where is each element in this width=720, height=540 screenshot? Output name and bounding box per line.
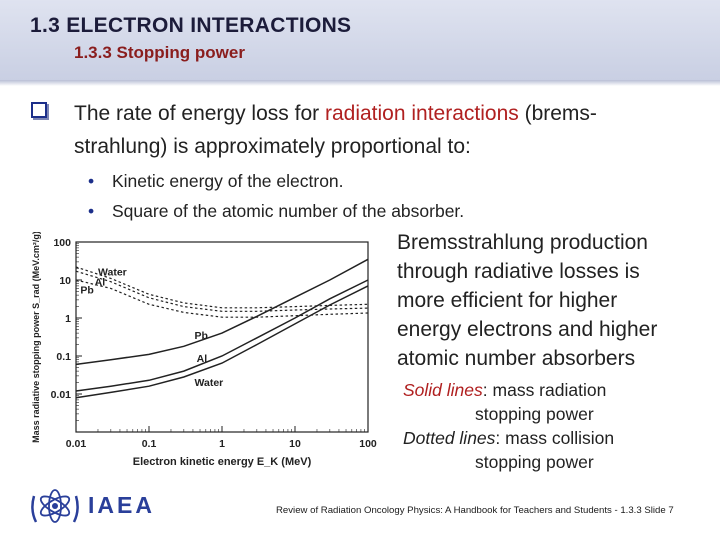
x-tick-label: 100 bbox=[359, 438, 377, 450]
curve-label-al-radiative: Al bbox=[197, 353, 208, 365]
slide-subtitle: 1.3.3 Stopping power bbox=[74, 43, 245, 62]
note-line: more efficient for higher bbox=[397, 289, 618, 312]
main-text-part1: The rate of energy loss for bbox=[74, 102, 325, 125]
y-tick-label: 100 bbox=[53, 237, 71, 249]
note-line: energy electrons and higher bbox=[397, 318, 658, 341]
series-line-al-dotted bbox=[75, 270, 369, 312]
series-line-pb-dotted bbox=[75, 279, 369, 318]
sub-bullet-text: Square of the atomic number of the absor… bbox=[112, 201, 465, 221]
y-tick-label: 1 bbox=[65, 313, 71, 325]
dotted-lines-desc2: stopping power bbox=[475, 452, 594, 472]
curve-label-al-collision: Al bbox=[95, 276, 106, 288]
note-line: through radiative losses is bbox=[397, 260, 640, 283]
bremsstrahlung-note: Bremsstrahlung production through radiat… bbox=[397, 228, 712, 373]
dotted-lines-desc: : mass collision bbox=[495, 428, 615, 448]
sub-bullet-item: • Kinetic energy of the electron. bbox=[88, 166, 464, 196]
y-axis-label: Mass radiative stopping power S_rad (MeV… bbox=[31, 232, 41, 443]
iaea-wordmark: IAEA bbox=[88, 492, 155, 518]
sub-bullet-list: • Kinetic energy of the electron. • Square… bbox=[88, 166, 464, 226]
curve-label-pb-collision: Pb bbox=[80, 285, 93, 297]
solid-lines-label: Solid lines bbox=[403, 380, 483, 400]
solid-lines-desc2: stopping power bbox=[475, 404, 594, 424]
x-tick-label: 0.1 bbox=[142, 438, 157, 450]
sub-bullet-text: Kinetic energy of the electron. bbox=[112, 171, 344, 191]
stopping-power-chart: 0.01 0.1 1 10 100 100 10 1 0.1 0.01 Electron kinet… bbox=[31, 232, 377, 468]
bullet-dot-icon: • bbox=[88, 171, 95, 191]
main-text-part2: (brems- bbox=[518, 102, 597, 125]
x-axis-label: Electron kinetic energy E_K (MeV) bbox=[133, 456, 312, 468]
main-bullet: The rate of energy loss for radiation in… bbox=[74, 97, 694, 163]
radiation-interactions-highlight: radiation interactions bbox=[324, 102, 519, 125]
dotted-lines-label: Dotted lines bbox=[403, 428, 496, 448]
x-tick-label: 10 bbox=[289, 438, 301, 450]
bullet-dot-icon: • bbox=[88, 201, 95, 221]
curve-label-pb-radiative: Pb bbox=[194, 330, 207, 342]
y-tick-label: 10 bbox=[59, 275, 71, 287]
checkbox-bullet-icon bbox=[31, 102, 47, 118]
header-divider bbox=[0, 80, 720, 86]
solid-lines-desc: : mass radiation bbox=[482, 380, 607, 400]
curve-label-water-radiative: Water bbox=[194, 377, 223, 389]
dotted-lines-note: Dotted lines: mass collision stopping po… bbox=[403, 426, 614, 474]
slide-title: 1.3 ELECTRON INTERACTIONS bbox=[30, 14, 352, 37]
main-text-line2: strahlung) is approximately proportional… bbox=[74, 135, 471, 158]
series-line-water-solid bbox=[75, 285, 369, 399]
series-line-al-solid bbox=[75, 279, 369, 392]
sub-bullet-item: • Square of the atomic number of the abso… bbox=[88, 196, 464, 226]
solid-lines-note: Solid lines: mass radiation stopping pow… bbox=[403, 378, 606, 426]
series-line-pb-solid bbox=[75, 258, 369, 366]
note-line: atomic number absorbers bbox=[397, 347, 636, 370]
y-tick-label: 0.01 bbox=[51, 389, 72, 401]
series-line-water-dotted bbox=[75, 266, 369, 309]
note-line: Bremsstrahlung production bbox=[397, 231, 648, 254]
curve-label-water-collision: Water bbox=[98, 267, 127, 279]
slide-footer: Review of Radiation Oncology Physics: A … bbox=[276, 505, 674, 516]
iaea-logo-icon bbox=[31, 489, 79, 523]
x-tick-label: 1 bbox=[219, 438, 225, 450]
header-bar bbox=[0, 0, 720, 80]
x-tick-label: 0.01 bbox=[66, 438, 87, 450]
y-tick-label: 0.1 bbox=[56, 351, 71, 363]
